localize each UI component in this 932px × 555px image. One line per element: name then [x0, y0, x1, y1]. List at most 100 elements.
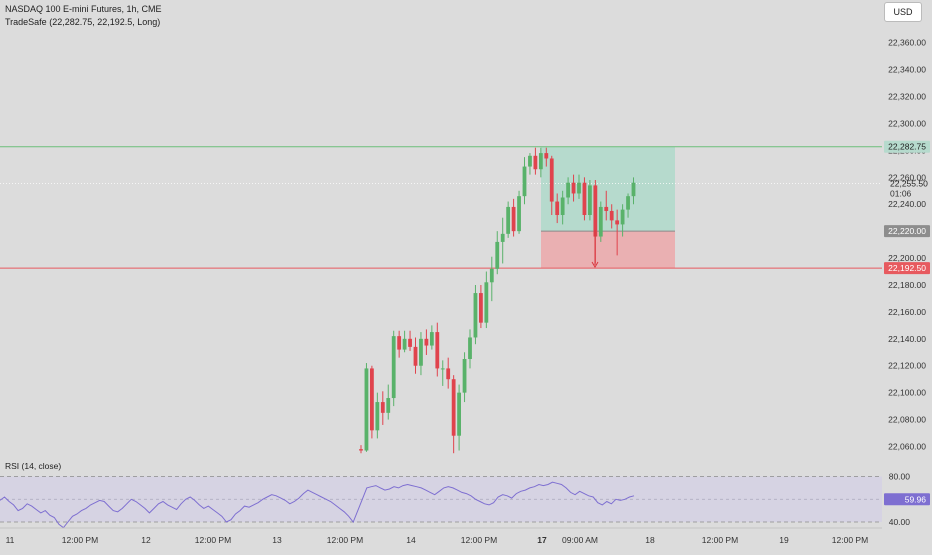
y-tick-label: 22,200.00	[888, 253, 926, 263]
y-tick-label: 22,180.00	[888, 280, 926, 290]
stop-price-label: 22,192.50	[888, 263, 926, 273]
rsi-tick-label: 40.00	[889, 517, 911, 527]
x-tick-label: 12:00 PM	[195, 535, 231, 545]
x-tick-label: 12:00 PM	[62, 535, 98, 545]
candle-body	[566, 182, 570, 198]
y-tick-label: 22,080.00	[888, 415, 926, 425]
x-tick-label: 17	[537, 535, 547, 545]
x-tick-label: 12:00 PM	[702, 535, 738, 545]
indicator-legend: TradeSafe (22,282.75, 22,192.5, Long)	[5, 17, 161, 27]
candle-body	[533, 155, 538, 170]
candle-body	[468, 337, 472, 360]
target-price-label-bg	[884, 140, 930, 153]
x-tick-label: 18	[645, 535, 655, 545]
candle-body	[413, 346, 418, 366]
candle-body	[364, 368, 369, 451]
rsi-value-label: 59.96	[905, 494, 927, 504]
candle-body	[555, 201, 560, 216]
candle-body	[451, 379, 456, 436]
y-tick-label: 22,360.00	[888, 38, 926, 48]
x-tick-label: 19	[779, 535, 789, 545]
candle-body	[615, 220, 620, 225]
y-tick-label: 22,140.00	[888, 334, 926, 344]
candle-body	[538, 153, 543, 170]
candle-body	[604, 206, 609, 211]
candle-body	[560, 197, 565, 216]
y-tick-label: 22,120.00	[888, 361, 926, 371]
x-tick-label: 09:00 AM	[562, 535, 598, 545]
x-tick-label: 11	[6, 535, 15, 545]
y-tick-label: 22,260.00	[888, 172, 926, 182]
candle-body	[391, 336, 396, 399]
y-tick-label: 22,160.00	[888, 307, 926, 317]
x-tick-label: 14	[406, 535, 416, 545]
candle-body	[549, 158, 554, 202]
candle-body	[380, 402, 385, 413]
target-zone	[541, 146, 675, 232]
candle-body	[473, 293, 478, 338]
candle-body	[429, 332, 434, 346]
candle-body	[528, 155, 532, 167]
candle-body	[397, 336, 402, 350]
candle-body	[479, 293, 483, 323]
x-tick-label: 12	[141, 535, 151, 545]
x-tick-label: 13	[272, 535, 282, 545]
y-tick-label: 22,100.00	[888, 388, 926, 398]
candle-body	[544, 153, 549, 159]
countdown-label: 01:06	[890, 188, 912, 198]
candle-body	[446, 368, 451, 380]
candle-body	[375, 402, 380, 431]
candle-body	[419, 338, 423, 366]
candle-body	[522, 166, 527, 197]
target-price-label: 22,282.75	[888, 142, 926, 152]
candle-body	[598, 206, 603, 237]
candle-body	[495, 241, 500, 269]
x-tick-label: 12:00 PM	[327, 535, 363, 545]
y-tick-label: 22,320.00	[888, 92, 926, 102]
currency-button[interactable]: USD	[884, 2, 922, 22]
candle-body	[631, 182, 636, 197]
candle-body	[435, 332, 440, 369]
stop-price-label-bg	[884, 262, 930, 275]
candle-body	[457, 392, 461, 436]
candle-body	[511, 206, 516, 232]
y-tick-label: 22,340.00	[888, 65, 926, 75]
x-tick-label: 12:00 PM	[832, 535, 868, 545]
price-axis-panel	[882, 0, 932, 550]
entry-price-label: 22,220.00	[888, 226, 926, 236]
rsi-series-line	[0, 481, 635, 529]
y-tick-label: 22,060.00	[888, 441, 926, 451]
candle-body	[577, 182, 581, 194]
candle-body	[571, 182, 576, 194]
candle-body	[440, 368, 445, 370]
candle-body	[593, 185, 598, 237]
y-tick-label: 22,240.00	[888, 199, 926, 209]
chart-title: NASDAQ 100 E-mini Futures, 1h, CME	[5, 4, 162, 14]
candle-body	[484, 282, 489, 323]
candle-body	[620, 209, 625, 225]
candle-body	[626, 196, 630, 210]
rsi-tick-label: 80.00	[889, 472, 911, 482]
candle-body	[402, 338, 407, 350]
candle-body	[506, 206, 511, 234]
x-tick-label: 12:00 PM	[461, 535, 497, 545]
candle-body	[386, 398, 391, 413]
exit-arrow-head	[591, 261, 599, 268]
candle-body	[500, 233, 505, 242]
entry-price-label-bg	[884, 225, 930, 238]
candle-body	[489, 268, 494, 283]
candle-body	[517, 196, 521, 232]
candle-body	[609, 210, 614, 221]
candle-body	[588, 185, 592, 216]
current-price-label: 22,255.50	[890, 178, 928, 188]
stop-zone	[541, 231, 675, 269]
candle-body	[370, 368, 374, 431]
candle-body	[359, 449, 363, 451]
candle-body	[462, 359, 467, 393]
y-tick-label: 22,300.00	[888, 118, 926, 128]
candle-body	[424, 338, 429, 346]
rsi-legend: RSI (14, close)	[5, 461, 62, 471]
candle-body	[408, 338, 412, 347]
